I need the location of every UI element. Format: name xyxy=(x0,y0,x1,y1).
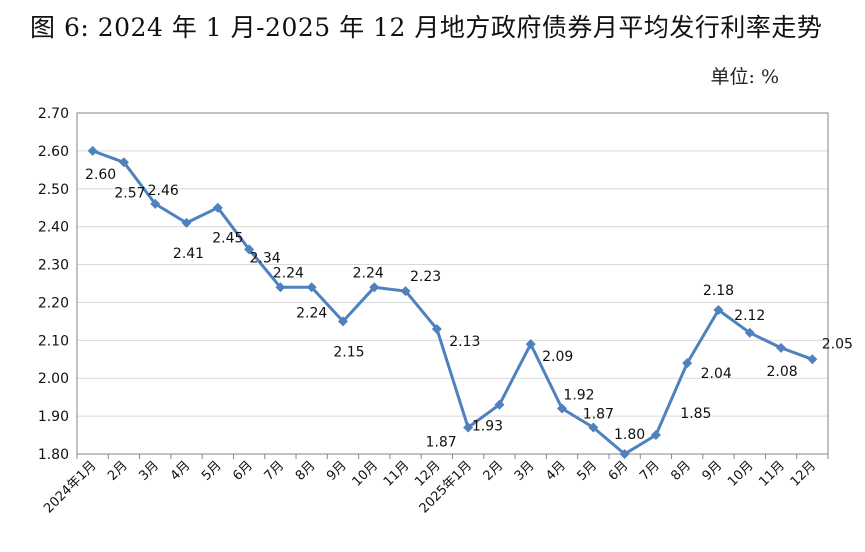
x-tick-label: 2月 xyxy=(105,458,131,484)
x-tick-label: 11月 xyxy=(381,458,412,489)
x-tick-label: 8月 xyxy=(293,458,319,484)
data-label: 2.13 xyxy=(449,334,480,350)
data-label: 1.80 xyxy=(614,427,645,443)
data-label: 2.46 xyxy=(148,183,179,199)
data-point xyxy=(619,449,630,459)
y-tick-label: 2.20 xyxy=(38,295,69,311)
data-point xyxy=(463,422,474,433)
unit-label: 单位: % xyxy=(710,66,780,88)
data-point xyxy=(244,244,255,255)
data-point xyxy=(275,282,286,293)
data-point xyxy=(337,316,348,327)
data-point xyxy=(400,286,411,297)
data-point xyxy=(557,403,568,414)
x-tick-label: 12月 xyxy=(788,458,819,489)
x-tick-label: 4月 xyxy=(168,458,194,484)
series-line xyxy=(92,149,813,456)
data-label: 1.92 xyxy=(563,388,594,404)
data-label: 2.15 xyxy=(333,344,364,360)
y-tick-label: 2.60 xyxy=(38,144,69,160)
x-tick-label: 9月 xyxy=(324,458,350,484)
data-point xyxy=(369,282,380,293)
data-label: 1.85 xyxy=(680,406,711,422)
x-tick-label: 3月 xyxy=(512,458,538,484)
data-point xyxy=(713,305,724,316)
x-tick-label: 10月 xyxy=(725,458,756,489)
data-label: 2.24 xyxy=(296,305,327,321)
data-point xyxy=(212,202,223,213)
x-tick-label: 3月 xyxy=(136,458,162,484)
y-tick-label: 2.10 xyxy=(38,333,69,349)
x-tick-label: 8月 xyxy=(668,458,694,484)
data-label: 2.24 xyxy=(273,265,304,281)
data-point xyxy=(150,198,161,209)
x-tick-label: 2月 xyxy=(481,458,507,484)
x-tick-label: 11月 xyxy=(756,458,787,489)
x-tick-label: 10月 xyxy=(350,458,381,489)
data-point xyxy=(776,342,787,353)
x-tick-label: 9月 xyxy=(700,458,726,484)
y-tick-label: 2.40 xyxy=(38,220,69,236)
data-point xyxy=(118,157,129,168)
data-label: 2.05 xyxy=(822,336,853,352)
data-label: 2.41 xyxy=(173,246,204,262)
data-label: 2.12 xyxy=(734,308,765,324)
chart-title: 图 6: 2024 年 1 月-2025 年 12 月地方政府债券月平均发行利率… xyxy=(30,13,823,42)
y-tick-label: 1.80 xyxy=(38,447,69,463)
data-label: 2.04 xyxy=(701,366,732,382)
data-label: 2.57 xyxy=(114,185,145,201)
x-tick-label: 5月 xyxy=(199,458,225,484)
data-point xyxy=(588,422,599,433)
data-point xyxy=(525,339,536,350)
data-point xyxy=(650,430,661,441)
data-point xyxy=(87,145,98,156)
data-label: 2.08 xyxy=(766,364,797,380)
data-point xyxy=(494,399,505,410)
data-point xyxy=(682,358,693,369)
x-tick-label: 4月 xyxy=(543,458,569,484)
data-point xyxy=(807,354,818,365)
y-tick-label: 1.90 xyxy=(38,409,69,425)
y-tick-label: 2.30 xyxy=(38,258,69,274)
data-label: 2.09 xyxy=(542,349,573,365)
data-point xyxy=(744,327,755,338)
data-label: 2.18 xyxy=(703,283,734,299)
x-tick-label: 7月 xyxy=(637,458,663,484)
data-label: 1.93 xyxy=(472,419,503,435)
data-label: 1.87 xyxy=(426,434,457,450)
data-point xyxy=(181,217,192,228)
x-tick-label: 5月 xyxy=(574,458,600,484)
data-point xyxy=(431,323,442,334)
data-label: 2.60 xyxy=(85,167,116,183)
data-label: 2.23 xyxy=(410,269,441,285)
x-tick-label: 6月 xyxy=(606,458,632,484)
data-label: 2.45 xyxy=(212,231,243,247)
x-tick-label: 2024年1月 xyxy=(41,458,99,516)
x-tick-label: 6月 xyxy=(230,458,256,484)
y-tick-label: 2.00 xyxy=(38,371,69,387)
y-tick-label: 2.70 xyxy=(38,106,69,122)
data-label: 2.24 xyxy=(353,265,384,281)
data-label: 2.34 xyxy=(250,250,281,266)
x-tick-label: 7月 xyxy=(262,458,288,484)
data-point xyxy=(306,282,317,293)
data-label: 1.87 xyxy=(583,406,614,422)
y-tick-label: 2.50 xyxy=(38,182,69,198)
